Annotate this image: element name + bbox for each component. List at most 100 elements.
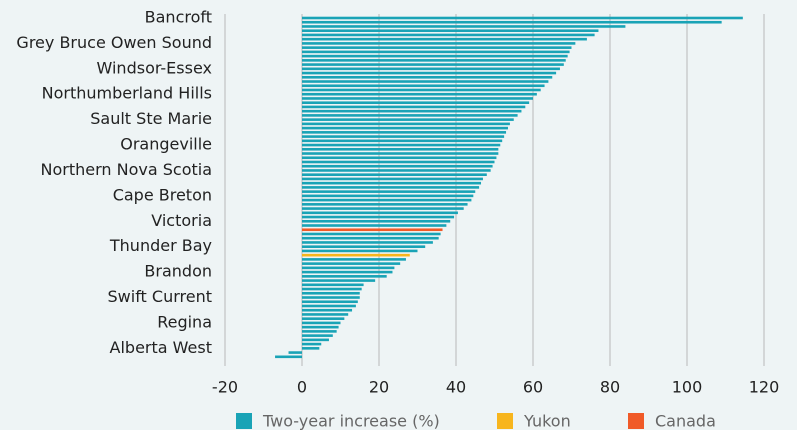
y-tick-label: Northern Nova Scotia [41, 160, 213, 179]
y-tick-label: Alberta West [110, 338, 212, 357]
y-tick-label: Regina [157, 312, 212, 331]
bar [302, 215, 455, 219]
y-tick-label: Victoria [151, 211, 212, 230]
bar [302, 156, 497, 160]
bar [302, 37, 587, 41]
y-tick-label: Cape Breton [113, 185, 212, 204]
bar [302, 59, 566, 62]
bar [302, 300, 358, 304]
bar [302, 131, 507, 134]
bar [302, 63, 564, 66]
bar [302, 211, 458, 215]
bar [302, 114, 518, 117]
x-tick-label: 80 [600, 378, 620, 397]
bar [302, 186, 480, 189]
bar [302, 16, 743, 20]
bar [302, 228, 443, 232]
bar [302, 75, 553, 79]
bar [302, 84, 545, 88]
bar [302, 330, 337, 333]
legend-label: Yukon [523, 412, 571, 430]
bar [302, 270, 393, 274]
legend-swatch [497, 413, 513, 429]
bar [302, 283, 364, 287]
bar [302, 241, 433, 244]
bar [302, 20, 722, 24]
y-tick-label: Thunder Bay [109, 236, 212, 255]
bar [302, 325, 339, 329]
bar [302, 253, 410, 257]
bar [302, 80, 549, 83]
x-tick-label: 120 [749, 378, 780, 397]
bar [302, 152, 499, 155]
bar [302, 262, 401, 265]
bar [302, 219, 451, 223]
bar [302, 54, 568, 58]
bar [302, 190, 476, 193]
y-tick-label: Orangeville [120, 135, 212, 154]
bar [302, 245, 426, 248]
x-tick-label: 0 [297, 378, 307, 397]
bar [302, 105, 526, 109]
x-tick-label: 60 [523, 378, 543, 397]
bar [302, 275, 387, 278]
bar [302, 122, 510, 126]
y-tick-label: Grey Bruce Owen Sound [16, 33, 212, 52]
legend-label: Two-year increase (%) [262, 412, 440, 430]
y-tick-label: Bancroft [145, 8, 212, 27]
legend-swatch [628, 413, 644, 429]
legend-label: Canada [655, 412, 716, 430]
bar [302, 232, 441, 236]
x-tick-label: 100 [672, 378, 703, 397]
x-tick-label: -20 [212, 378, 238, 397]
bar [302, 50, 570, 54]
bar [302, 207, 464, 210]
bar [302, 334, 333, 337]
bar [302, 296, 360, 299]
bar [302, 321, 341, 325]
bar [302, 249, 418, 253]
bar [302, 143, 501, 147]
bar [302, 338, 329, 342]
bar [302, 181, 482, 185]
bar [302, 287, 362, 291]
bar [302, 29, 599, 33]
bar [302, 266, 395, 270]
y-tick-label: Swift Current [108, 287, 213, 306]
bar [302, 33, 595, 37]
y-tick-label: Brandon [144, 262, 212, 281]
bar [275, 355, 302, 359]
bar [302, 194, 474, 198]
bar [302, 164, 493, 168]
bar [302, 97, 533, 100]
bar [302, 101, 530, 104]
bar [302, 173, 487, 176]
bar [302, 118, 514, 121]
bar [302, 308, 353, 312]
bar [302, 92, 537, 96]
bar [302, 317, 345, 320]
x-tick-label: 20 [369, 378, 389, 397]
y-tick-label: Sault Ste Marie [90, 109, 212, 128]
bar [302, 224, 447, 227]
bar [302, 25, 626, 28]
bar [302, 198, 472, 202]
bar [302, 126, 508, 130]
bar [302, 258, 406, 261]
bar [302, 139, 503, 143]
bar [302, 46, 572, 49]
y-tick-label: Windsor-Essex [97, 58, 212, 77]
bar [302, 279, 376, 282]
bar [302, 88, 541, 92]
bar [302, 177, 483, 181]
bar [302, 42, 576, 45]
bar [302, 147, 499, 151]
bar [302, 347, 320, 350]
bar [302, 109, 522, 113]
legend-swatch [236, 413, 252, 429]
bar [302, 169, 491, 172]
bar [302, 313, 349, 316]
bar [288, 351, 302, 354]
bar [302, 236, 439, 240]
